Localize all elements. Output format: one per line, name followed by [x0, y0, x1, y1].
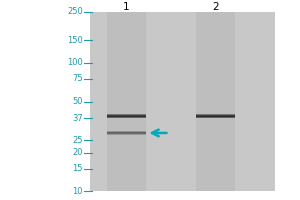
Polygon shape [196, 116, 235, 117]
Polygon shape [107, 132, 146, 133]
Polygon shape [107, 116, 146, 117]
Text: 2: 2 [212, 2, 219, 12]
FancyBboxPatch shape [90, 12, 275, 191]
Polygon shape [107, 117, 146, 118]
Text: 50: 50 [72, 97, 83, 106]
Text: 150: 150 [67, 36, 83, 45]
Text: 25: 25 [72, 136, 83, 145]
Polygon shape [107, 114, 146, 115]
Text: 15: 15 [72, 164, 83, 173]
Text: 20: 20 [72, 148, 83, 157]
Polygon shape [107, 115, 146, 116]
Text: 250: 250 [67, 7, 83, 16]
Text: 37: 37 [72, 114, 83, 123]
Text: 75: 75 [72, 74, 83, 83]
FancyBboxPatch shape [196, 12, 235, 191]
Polygon shape [107, 134, 146, 135]
FancyBboxPatch shape [107, 12, 146, 191]
Polygon shape [107, 133, 146, 134]
Polygon shape [196, 117, 235, 118]
Text: 1: 1 [123, 2, 129, 12]
Polygon shape [196, 115, 235, 116]
Text: 100: 100 [67, 58, 83, 67]
Text: 10: 10 [72, 187, 83, 196]
Polygon shape [107, 131, 146, 132]
Polygon shape [196, 114, 235, 115]
